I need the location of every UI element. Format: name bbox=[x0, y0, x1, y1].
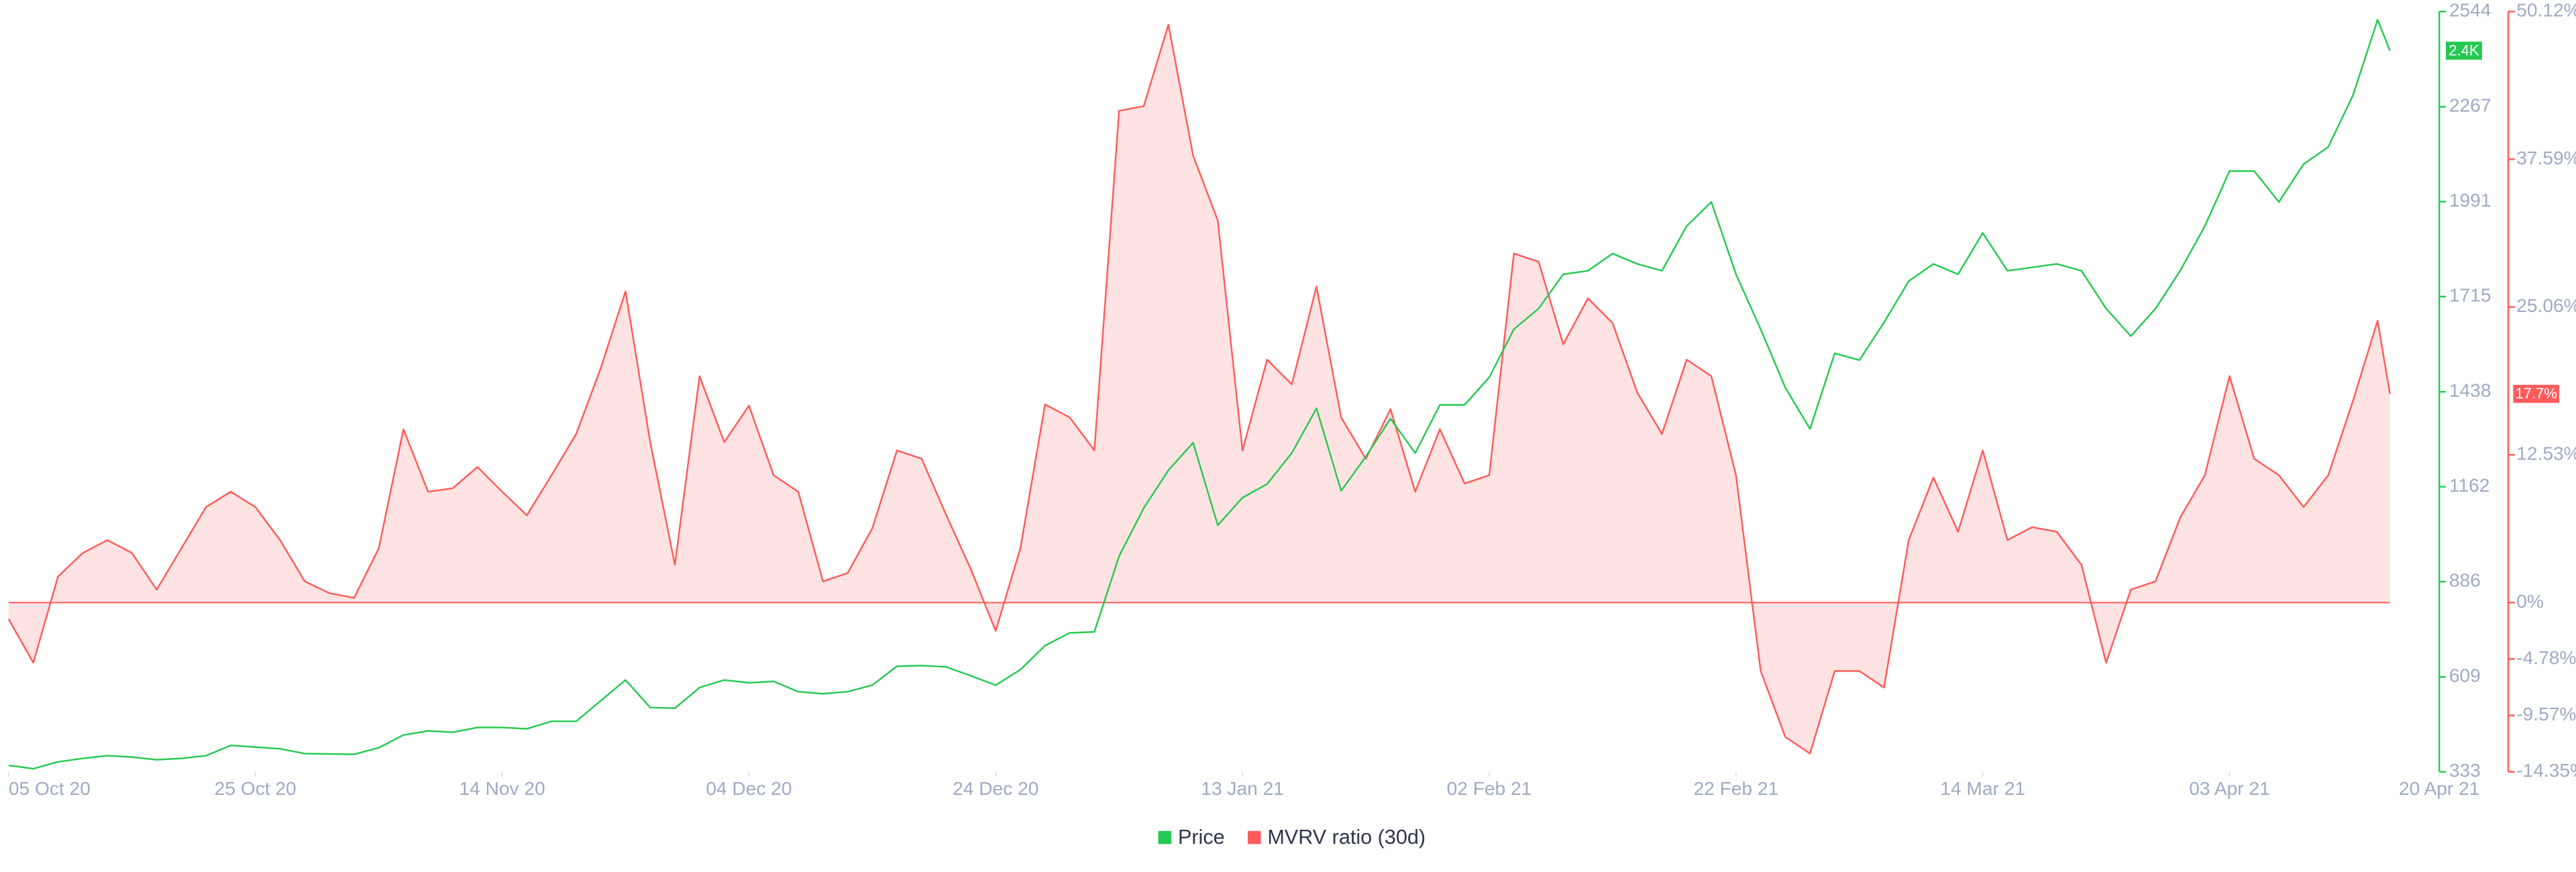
x-tick-label: 24 Dec 20 bbox=[953, 778, 1038, 799]
x-tick-label: 13 Jan 21 bbox=[1201, 778, 1284, 799]
series-area bbox=[8, 24, 2390, 754]
value-badge-label: 17.7% bbox=[2515, 385, 2557, 402]
y-tick-label: 2267 bbox=[2449, 95, 2491, 116]
y-tick-label: 1438 bbox=[2449, 380, 2491, 401]
x-tick-label: 05 Oct 20 bbox=[9, 778, 91, 799]
legend-swatch bbox=[1247, 830, 1261, 844]
value-badge bbox=[2445, 42, 2482, 60]
y-tick-label: 1991 bbox=[2449, 190, 2491, 211]
series-line bbox=[7, 23, 2391, 755]
y-tick-label: 1162 bbox=[2449, 475, 2490, 496]
y2-tick-label: -9.57% bbox=[2516, 704, 2576, 724]
y2-tick-label: 37.59% bbox=[2516, 148, 2576, 168]
legend-label: Price bbox=[1178, 826, 1225, 849]
y-tick-label: 2544 bbox=[2449, 0, 2491, 21]
series-line bbox=[8, 19, 2391, 770]
y-tick-label: 1715 bbox=[2449, 285, 2491, 306]
y2-tick-label: 25.06% bbox=[2516, 295, 2576, 316]
x-tick-label: 20 Apr 21 bbox=[2399, 778, 2479, 799]
value-badge-label: 2.4K bbox=[2449, 42, 2479, 59]
legend-label: MVRV ratio (30d) bbox=[1267, 826, 1426, 849]
x-tick-label: 22 Feb 21 bbox=[1693, 778, 1778, 799]
y2-tick-label: -14.35% bbox=[2516, 760, 2576, 781]
x-tick-label: 03 Apr 21 bbox=[2189, 778, 2269, 799]
value-badge bbox=[2513, 384, 2559, 403]
y2-tick-label: 50.12% bbox=[2516, 0, 2576, 21]
y2-tick-label: -4.78% bbox=[2516, 647, 2576, 668]
x-tick-label: 14 Mar 21 bbox=[1940, 778, 2025, 799]
x-tick-label: 02 Feb 21 bbox=[1447, 778, 1532, 799]
y-tick-label: 609 bbox=[2449, 665, 2481, 686]
x-tick-label: 04 Dec 20 bbox=[706, 778, 792, 799]
y2-tick-label: 12.53% bbox=[2516, 443, 2576, 464]
legend: Price MVRV ratio (30d) bbox=[1158, 826, 1426, 849]
y2-tick-label: 0% bbox=[2516, 591, 2544, 612]
x-tick-label: 25 Oct 20 bbox=[215, 778, 297, 799]
x-tick-label: 14 Nov 20 bbox=[459, 778, 545, 799]
y-tick-label: 886 bbox=[2449, 570, 2481, 591]
y-tick-label: 333 bbox=[2449, 760, 2481, 781]
legend-swatch bbox=[1158, 830, 1172, 844]
